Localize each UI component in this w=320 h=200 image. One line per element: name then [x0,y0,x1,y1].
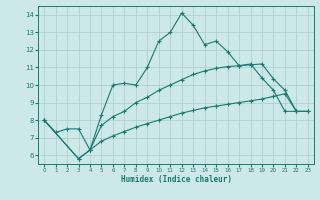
X-axis label: Humidex (Indice chaleur): Humidex (Indice chaleur) [121,175,231,184]
